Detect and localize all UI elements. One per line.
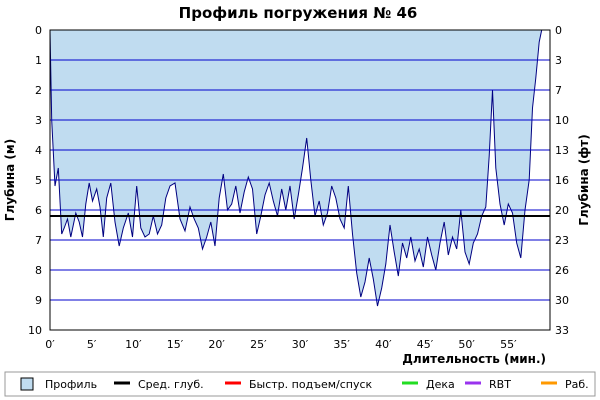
x-tick-label: 45′ xyxy=(417,338,434,351)
x-tick-label: 25′ xyxy=(250,338,267,351)
x-tick-label: 15′ xyxy=(167,338,184,351)
x-tick-label: 5′ xyxy=(87,338,97,351)
legend-label: Сред. глуб. xyxy=(138,378,204,391)
x-tick-label: 35′ xyxy=(333,338,350,351)
x-tick-label: 0′ xyxy=(45,338,55,351)
x-axis-title: Длительность (мин.) xyxy=(402,352,546,366)
legend-label: Быстр. подъем/спуск xyxy=(249,378,373,391)
y2-tick-label: 3 xyxy=(555,54,562,67)
y2-axis-title: Глубина (фт) xyxy=(577,134,591,225)
plot-frame xyxy=(49,29,551,331)
legend-entries: Профиль Сред. глуб. Быстр. подъем/спуск Дек… xyxy=(20,377,589,391)
legend: Профиль Сред. глуб. Быстр. подъем/спуск Дек… xyxy=(4,371,596,397)
grid-layer xyxy=(50,59,550,301)
x-tick-labels: 0′ 5′ 10′ 15′ 20′ 25′ 30′ 35′ 40′ 45′ 50′ 55′ xyxy=(45,338,517,351)
legend-swatch-profile xyxy=(20,377,34,391)
x-tick-label: 10′ xyxy=(125,338,142,351)
y-tick-label: 0 xyxy=(35,24,42,37)
legend-box xyxy=(4,371,596,397)
y-tick-labels: 0 1 2 3 4 5 6 7 8 9 10 xyxy=(28,24,42,337)
y-tick-label: 8 xyxy=(35,264,42,277)
y2-tick-label: 20 xyxy=(555,204,569,217)
y-tick-label: 6 xyxy=(35,204,42,217)
legend-label: Профиль xyxy=(45,378,97,391)
y2-tick-label: 26 xyxy=(555,264,569,277)
legend-label: Дека xyxy=(426,378,455,391)
legend-label: Раб. xyxy=(565,378,589,391)
x-tick-label: 20′ xyxy=(208,338,225,351)
profile-area xyxy=(50,30,542,306)
x-tick-label: 55′ xyxy=(500,338,517,351)
x-tick-label: 30′ xyxy=(292,338,309,351)
x-tick-label: 40′ xyxy=(375,338,392,351)
y-tick-label: 4 xyxy=(35,144,42,157)
chart-title: Профиль погружения № 46 xyxy=(179,4,418,22)
y2-tick-label: 30 xyxy=(555,294,569,307)
y2-tick-labels: 0 3 7 10 13 16 20 23 26 30 33 xyxy=(555,24,569,337)
y2-tick-label: 0 xyxy=(555,24,562,37)
y2-tick-label: 16 xyxy=(555,174,569,187)
y-tick-label: 3 xyxy=(35,114,42,127)
y-tick-label: 5 xyxy=(35,174,42,187)
y-tick-label: 1 xyxy=(35,54,42,67)
y2-tick-label: 7 xyxy=(555,84,562,97)
y-tick-label: 7 xyxy=(35,234,42,247)
legend-label: RBT xyxy=(489,378,511,391)
y2-tick-label: 10 xyxy=(555,114,569,127)
y2-tick-label: 23 xyxy=(555,234,569,247)
x-tick-label: 50′ xyxy=(458,338,475,351)
y-tick-label: 10 xyxy=(28,324,42,337)
y-axis-title: Глубина (м) xyxy=(3,139,17,221)
y2-tick-label: 33 xyxy=(555,324,569,337)
y-tick-label: 2 xyxy=(35,84,42,97)
y2-tick-label: 13 xyxy=(555,144,569,157)
y-tick-label: 9 xyxy=(35,294,42,307)
